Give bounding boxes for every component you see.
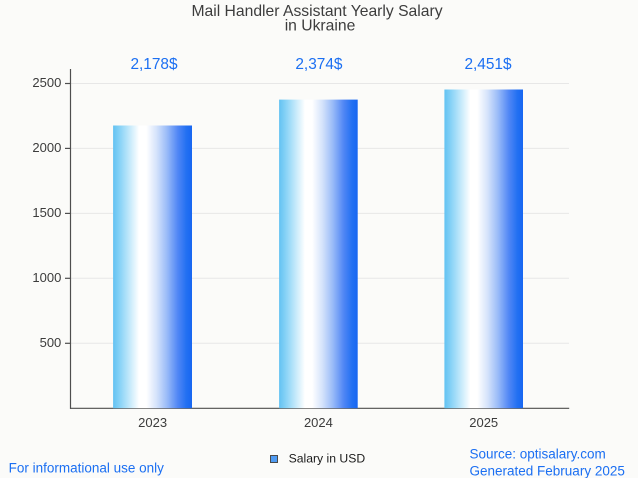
svg-text:2023: 2023	[138, 415, 167, 430]
svg-text:1500: 1500	[32, 205, 61, 220]
svg-text:in Ukraine: in Ukraine	[285, 17, 356, 34]
svg-text:Mail Handler Assistant Yearly: Mail Handler Assistant Yearly Salary	[191, 3, 442, 20]
svg-text:2,374$: 2,374$	[295, 56, 343, 73]
svg-text:For informational use only: For informational use only	[9, 461, 165, 476]
svg-text:2,451$: 2,451$	[464, 56, 512, 73]
svg-text:500: 500	[40, 335, 62, 350]
svg-text:1000: 1000	[32, 270, 61, 285]
svg-text:Generated February 2025: Generated February 2025	[470, 464, 625, 478]
svg-text:2025: 2025	[469, 415, 498, 430]
svg-text:2500: 2500	[32, 75, 61, 90]
svg-text:2024: 2024	[304, 415, 333, 430]
svg-text:2000: 2000	[32, 140, 61, 155]
svg-text:2,178$: 2,178$	[130, 56, 178, 73]
svg-text:Salary in USD: Salary in USD	[289, 452, 366, 466]
svg-text:Source: optisalary.com: Source: optisalary.com	[470, 447, 606, 462]
